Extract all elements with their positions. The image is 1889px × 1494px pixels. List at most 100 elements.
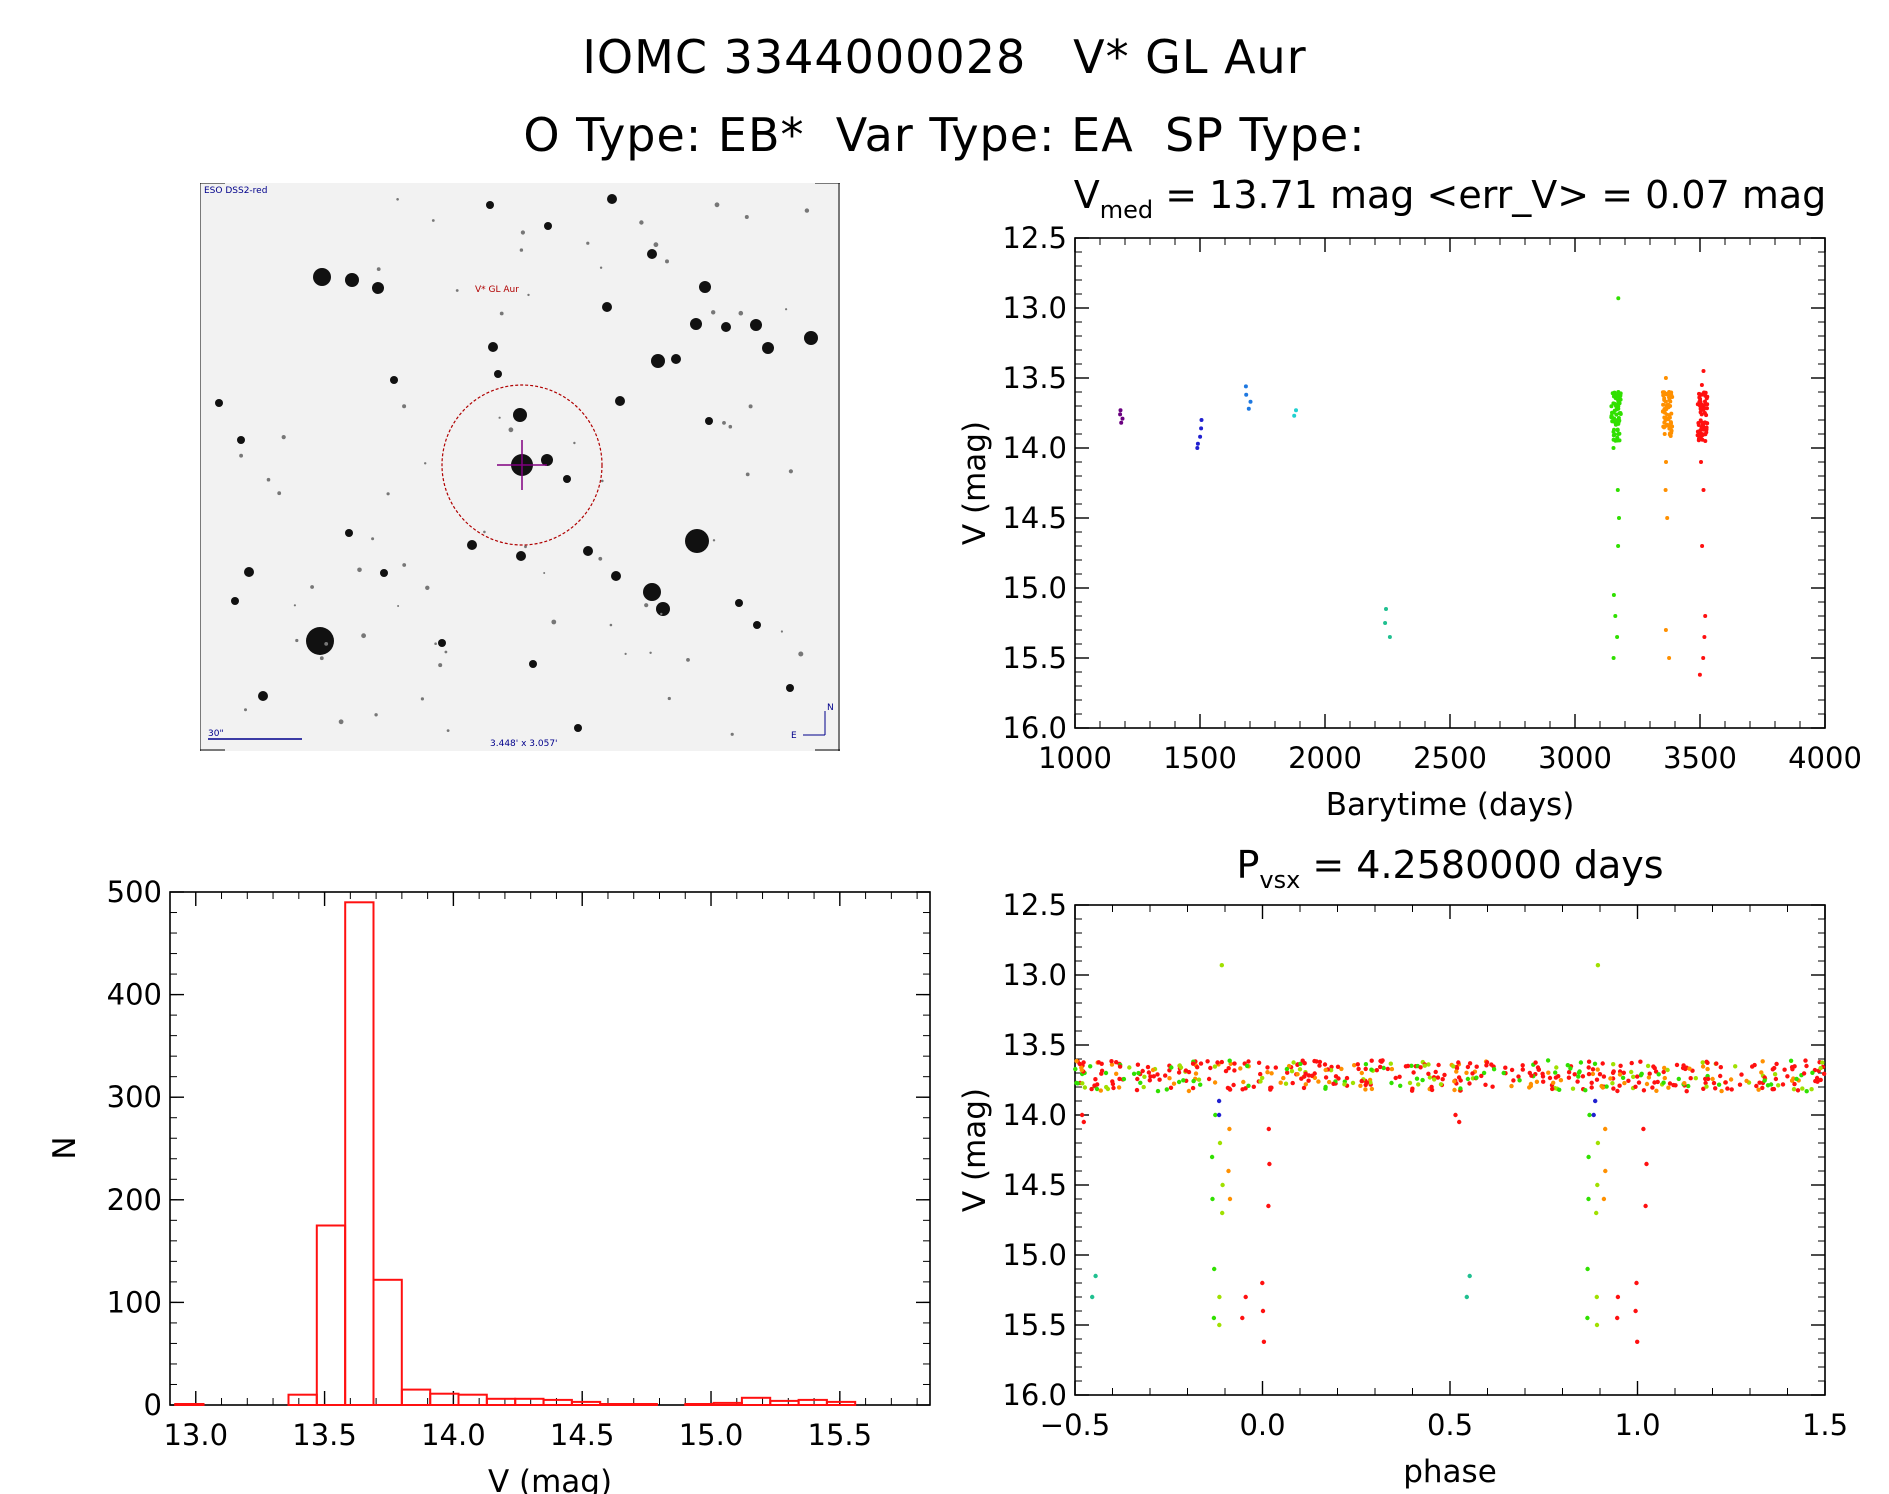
data-point bbox=[1664, 422, 1669, 427]
eclipse-point bbox=[1633, 1308, 1638, 1314]
phase-point bbox=[1815, 1079, 1820, 1084]
data-point bbox=[1616, 406, 1621, 411]
faint-star bbox=[277, 491, 282, 496]
phase-point bbox=[1297, 1067, 1303, 1072]
phase-point bbox=[1719, 1088, 1724, 1094]
faint-star bbox=[609, 623, 613, 627]
phase-point bbox=[1454, 1081, 1459, 1086]
data-point bbox=[1661, 402, 1666, 407]
phase-point bbox=[1099, 1061, 1104, 1067]
phase-point bbox=[1566, 1070, 1572, 1075]
histogram-bar bbox=[797, 1398, 828, 1407]
phase-point bbox=[1752, 1062, 1757, 1068]
phase-point bbox=[1251, 1084, 1257, 1090]
phase-point bbox=[1791, 1076, 1796, 1081]
phase-point bbox=[1329, 1064, 1334, 1070]
phase-point bbox=[1080, 1081, 1085, 1086]
phase-point bbox=[1442, 1072, 1447, 1078]
phase-point bbox=[1147, 1078, 1153, 1083]
data-point bbox=[1612, 418, 1617, 422]
phase-point bbox=[1681, 1063, 1686, 1068]
y-tick-label: 13.5 bbox=[1002, 361, 1067, 395]
data-point bbox=[1702, 411, 1707, 415]
phase-point bbox=[1333, 1081, 1338, 1086]
phase-point bbox=[1193, 1059, 1198, 1064]
phase-point bbox=[1820, 1060, 1825, 1065]
phase-point bbox=[1167, 1063, 1172, 1068]
phase-point bbox=[1368, 1080, 1373, 1085]
faint-star bbox=[420, 697, 424, 701]
data-point bbox=[1616, 416, 1621, 420]
phase-point bbox=[1554, 1065, 1559, 1070]
phase-point bbox=[1238, 1066, 1243, 1071]
phase-point bbox=[1547, 1075, 1553, 1081]
phase-point bbox=[1661, 1069, 1666, 1075]
data-point bbox=[1612, 427, 1616, 432]
faint-star bbox=[244, 708, 247, 712]
eclipse-point bbox=[1243, 1294, 1248, 1300]
phase-point bbox=[1796, 1078, 1801, 1083]
phase-point bbox=[1723, 1080, 1728, 1085]
phase-point bbox=[1629, 1069, 1634, 1075]
histogram-bar bbox=[429, 1392, 460, 1406]
phase-point bbox=[1645, 1063, 1651, 1069]
data-point bbox=[1698, 403, 1702, 408]
eclipse-point bbox=[1594, 1322, 1600, 1328]
phase-point bbox=[1360, 1078, 1365, 1084]
data-point bbox=[1611, 410, 1616, 415]
data-point bbox=[1615, 488, 1620, 492]
eclipse-point bbox=[1586, 1154, 1591, 1160]
faint-star bbox=[499, 311, 504, 316]
faint-star bbox=[788, 469, 794, 474]
y-axis-label: N bbox=[47, 1136, 83, 1159]
faint-star bbox=[386, 492, 390, 496]
histogram-bar bbox=[315, 1224, 347, 1406]
phase-point bbox=[1429, 1084, 1434, 1090]
y-axis-label: V (mag) bbox=[957, 1088, 993, 1212]
phase-point bbox=[1760, 1073, 1766, 1079]
star bbox=[611, 571, 621, 581]
y-tick-label: 14.0 bbox=[1002, 431, 1067, 465]
phase-point bbox=[1344, 1083, 1350, 1088]
phase-point bbox=[1654, 1088, 1659, 1094]
star bbox=[529, 660, 537, 668]
x-tick-label: 14.5 bbox=[550, 1418, 615, 1452]
phase-point bbox=[1666, 1085, 1671, 1090]
data-point bbox=[1699, 425, 1704, 430]
phase-point bbox=[1456, 1060, 1461, 1065]
phase-point bbox=[1303, 1070, 1308, 1075]
histogram-bar bbox=[287, 1393, 318, 1406]
data-point bbox=[1705, 402, 1710, 407]
data-point bbox=[1617, 418, 1622, 423]
star bbox=[699, 281, 711, 293]
data-point bbox=[1668, 420, 1673, 425]
phase-point bbox=[1110, 1079, 1115, 1084]
phase-point bbox=[1302, 1061, 1307, 1066]
data-point bbox=[1662, 420, 1667, 425]
phase-point bbox=[1206, 1076, 1212, 1082]
data-point bbox=[1701, 488, 1706, 492]
data-point bbox=[1699, 392, 1704, 397]
phase-point bbox=[1597, 1072, 1603, 1077]
phase-point bbox=[1458, 1078, 1463, 1083]
phase-point bbox=[1528, 1083, 1534, 1089]
phase-point bbox=[1467, 1081, 1472, 1086]
faint-star bbox=[785, 308, 788, 311]
phase-point bbox=[1407, 1080, 1413, 1086]
phase-point bbox=[1760, 1059, 1765, 1064]
star bbox=[563, 475, 571, 483]
phase-point bbox=[1549, 1083, 1555, 1088]
phase-point bbox=[1322, 1062, 1328, 1067]
data-point bbox=[1663, 416, 1668, 421]
eclipse-point bbox=[1594, 1210, 1599, 1216]
phase-point bbox=[1317, 1063, 1322, 1068]
x-tick-label: 1.0 bbox=[1614, 1408, 1660, 1442]
histogram-bar bbox=[514, 1397, 545, 1407]
y-tick-label: 13.5 bbox=[1002, 1028, 1067, 1062]
phase-point bbox=[1621, 1070, 1627, 1076]
data-point bbox=[1703, 390, 1708, 395]
histogram-bar bbox=[740, 1396, 772, 1407]
data-point bbox=[1384, 607, 1388, 611]
phase-point bbox=[1617, 1083, 1622, 1088]
data-point bbox=[1244, 392, 1249, 397]
